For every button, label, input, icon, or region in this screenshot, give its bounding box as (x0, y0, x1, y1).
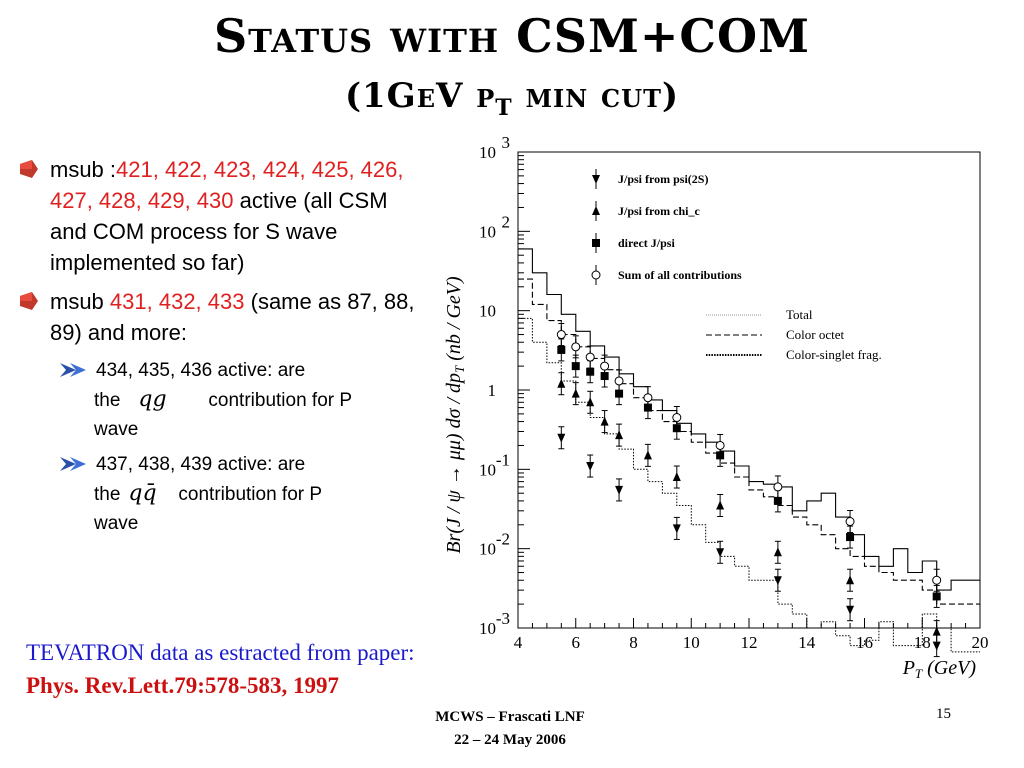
legend-entry-label: Sum of all contributions (618, 268, 742, 282)
x-tick-label: 20 (972, 633, 989, 652)
point-marker-triangle-up (586, 397, 595, 407)
point-marker-square (557, 345, 566, 354)
sub-bullet-qg: 434, 435, 436 active: are the qg contribut… (18, 356, 418, 444)
point-marker-triangle-up (643, 450, 652, 460)
point-marker-square (846, 533, 855, 542)
data-points (556, 323, 942, 658)
point-marker-triangle-down (773, 576, 782, 586)
x-tick-label: 6 (572, 633, 581, 652)
footer-event: MCWS – Frascati LNF (435, 709, 585, 725)
point-marker-open-circle (614, 376, 624, 386)
x-tick-label: 16 (856, 633, 873, 652)
bullet-item-msub-more: msub 431, 432, 433 (same as 87, 88, 89) … (18, 286, 418, 348)
bullet-list: msub :421, 422, 423, 424, 425, 426, 427,… (18, 154, 418, 544)
point-marker-triangle-down (846, 605, 855, 615)
reference-citation: Phys. Rev.Lett.79:578-583, 1997 (26, 673, 340, 698)
point-marker-open-circle (591, 270, 601, 280)
legend-entry-label: J/psi from chi_c (618, 204, 700, 218)
legend-entry-label: direct J/psi (618, 236, 675, 250)
x-tick-label: 4 (514, 633, 523, 652)
point-marker-triangle-up (592, 206, 600, 215)
point-marker-square (773, 496, 782, 505)
point-marker-open-circle (643, 393, 653, 403)
bullet-marker-icon (20, 292, 38, 310)
y-tick-exponent: -1 (496, 450, 510, 469)
point-marker-triangle-up (773, 547, 782, 557)
y-tick-exponent: -2 (496, 530, 510, 549)
legend-curve-label: Color-singlet frag. (786, 347, 882, 362)
y-tick-label: 10 (479, 619, 496, 638)
point-marker-square (615, 389, 624, 398)
point-marker-triangle-down (672, 524, 681, 534)
x-tick-label: 12 (741, 633, 758, 652)
point-marker-open-circle (715, 440, 725, 450)
x-tick-label: 8 (629, 633, 638, 652)
curve-total (518, 248, 980, 591)
bullet-marker-icon (20, 160, 38, 178)
point-marker-triangle-up (600, 416, 609, 426)
point-marker-triangle-up (615, 430, 624, 440)
point-marker-triangle-up (557, 378, 566, 388)
point-marker-triangle-down (932, 641, 941, 651)
y-tick-label: 10 (479, 540, 496, 559)
legend-entry-label: J/psi from psi(2S) (618, 172, 708, 186)
footer: MCWS – Frascati LNF 22 – 24 May 2006 (400, 706, 620, 752)
point-marker-open-circle (845, 517, 855, 527)
plot-border (517, 151, 981, 629)
x-axis-title: PT (GeV) (902, 657, 977, 681)
x-tick-label: 14 (798, 633, 816, 652)
arrow-marker-icon (60, 457, 86, 471)
y-tick-label: 10 (479, 302, 496, 321)
curve-color-singlet-frag- (518, 317, 980, 653)
point-marker-open-circle (585, 352, 595, 362)
point-marker-square (571, 362, 580, 371)
point-marker-triangle-up (716, 500, 725, 510)
point-marker-open-circle (672, 413, 682, 423)
point-marker-square (932, 592, 941, 601)
point-marker-open-circle (600, 361, 610, 371)
curve-color-octet (518, 278, 980, 605)
point-marker-triangle-down (592, 175, 600, 184)
point-marker-triangle-down (716, 548, 725, 558)
point-marker-triangle-up (846, 575, 855, 585)
sub-bullet-qqbar: 437, 438, 439 active: are the qq̄ contribu… (18, 450, 418, 538)
y-tick-exponent: 2 (502, 212, 511, 231)
reference-source: TEVATRON data as estracted from paper: (26, 640, 415, 665)
slide-subtitle: (1GeV pT min cut) (344, 76, 680, 121)
point-marker-triangle-down (586, 462, 595, 472)
point-marker-open-circle (773, 482, 783, 492)
y-tick-label: 10 (479, 460, 496, 479)
point-marker-square (586, 367, 595, 376)
point-marker-open-circle (932, 575, 942, 585)
slide-title: Status with CSM+COM (213, 9, 811, 63)
legend: J/psi from psi(2S) J/psi from chi_cdirect… (591, 169, 882, 362)
point-marker-triangle-down (557, 433, 566, 443)
point-marker-square (592, 239, 600, 247)
theory-curves (518, 248, 980, 653)
y-tick-label: 10 (479, 143, 496, 162)
y-tick-exponent: -3 (496, 609, 510, 628)
footer-date: 22 – 24 May 2006 (454, 732, 566, 748)
y-tick-exponent: 3 (502, 133, 511, 152)
y-tick-label: 1 (488, 381, 497, 400)
point-marker-open-circle (571, 342, 581, 352)
point-marker-triangle-up (571, 388, 580, 398)
y-tick-label: 10 (479, 222, 496, 241)
point-marker-triangle-down (615, 485, 624, 495)
legend-curve-label: Color octet (786, 327, 845, 342)
page-number: 15 (936, 706, 951, 722)
point-marker-open-circle (556, 330, 566, 340)
legend-curve-label: Total (786, 307, 813, 322)
arrow-marker-icon (60, 363, 86, 377)
y-axis-title: Br(J / ψ → μμ) dσ / dpT (nb / GeV) (443, 276, 467, 554)
reference-note: TEVATRON data as estracted from paper: P… (26, 636, 415, 702)
plot-frame (517, 151, 981, 629)
x-tick-label: 10 (683, 633, 700, 652)
point-marker-triangle-up (932, 626, 941, 636)
bullet-item-msub-active: msub :421, 422, 423, 424, 425, 426, 427,… (18, 154, 418, 278)
x-tick-label: 18 (914, 633, 931, 652)
point-marker-triangle-up (672, 472, 681, 482)
